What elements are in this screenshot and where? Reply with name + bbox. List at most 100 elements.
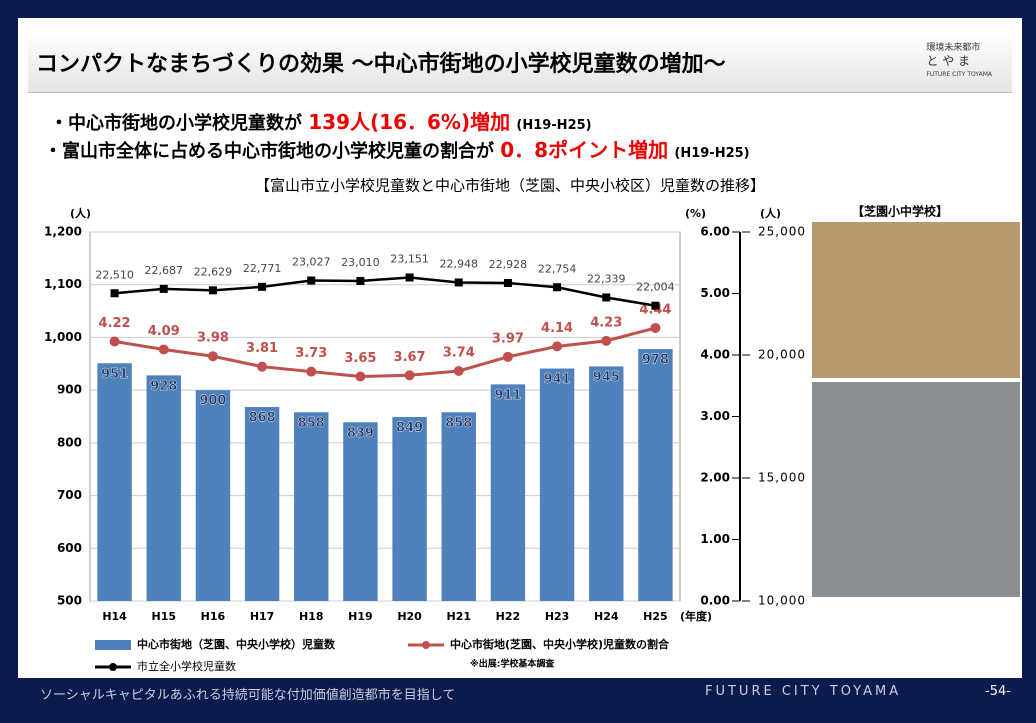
bar-label: 951 — [101, 367, 128, 382]
data-label: 3.74 — [443, 345, 475, 360]
bar — [441, 412, 476, 601]
marker — [356, 276, 365, 285]
x-tick-label: H17 — [250, 610, 275, 623]
marker — [404, 370, 415, 381]
y3-tick-label: 10,000 — [758, 594, 806, 608]
x-tick-label: H22 — [496, 610, 521, 623]
bar-label: 839 — [347, 426, 374, 441]
x-tick-label: H19 — [348, 610, 373, 623]
data-label: 4.22 — [99, 316, 131, 331]
bar-label: 858 — [445, 416, 472, 431]
marker — [208, 286, 217, 295]
y3-tick-label: 25,000 — [758, 225, 806, 239]
y-tick-label: 1,000 — [44, 330, 82, 344]
bar-label: 868 — [249, 411, 276, 426]
y-tick-label: 500 — [57, 594, 82, 608]
y3-unit: (人) — [760, 206, 781, 220]
photo — [812, 222, 1020, 378]
bar-label: 849 — [396, 421, 423, 436]
bar-label: 941 — [544, 372, 571, 387]
y-tick-label: 600 — [57, 541, 82, 555]
legend-label: 市立全小学校児童数 — [137, 659, 236, 673]
period: (H19-H25) — [674, 146, 750, 161]
x-tick-label: H16 — [201, 610, 226, 623]
bar — [97, 363, 132, 601]
chart: 【富山市立小学校児童数と中心市街地（芝園、中央小校区）児童数の推移】 【芝園小中… — [44, 177, 1020, 673]
data-label: 22,754 — [538, 262, 577, 275]
legend-marker — [422, 641, 430, 649]
data-label: 22,629 — [194, 265, 233, 278]
data-label: 22,339 — [587, 272, 626, 285]
bar — [638, 349, 673, 601]
marker — [553, 283, 562, 292]
y2-tick-label: 4.00 — [700, 348, 730, 362]
y-tick-label: 800 — [57, 435, 82, 449]
marker — [503, 278, 512, 287]
data-label: 4.14 — [541, 321, 573, 336]
bar-label: 911 — [494, 388, 521, 403]
x-tick-label: H25 — [643, 610, 668, 623]
bar — [195, 390, 231, 601]
bar — [392, 417, 427, 601]
line — [114, 276, 656, 307]
marker — [306, 366, 317, 377]
marker — [159, 284, 168, 293]
data-label: 22,687 — [145, 264, 184, 277]
marker — [355, 371, 366, 382]
logo: 環境未来都市 と や ま FUTURE CITY TOYAMA — [926, 42, 992, 81]
data-label: 22,004 — [636, 281, 675, 294]
data-label: 3.73 — [295, 346, 327, 361]
marker — [158, 344, 169, 355]
marker — [454, 278, 463, 287]
bar — [244, 407, 280, 601]
data-label: 3.97 — [492, 331, 524, 346]
data-label: 4.44 — [639, 302, 671, 317]
legend-label: 中心市街地(芝園、中央小学校)児童数の割合 — [450, 637, 670, 651]
photo-caption: 【芝園小中学校】 — [852, 204, 948, 219]
marker — [307, 276, 316, 285]
data-label: 3.67 — [394, 350, 426, 365]
logo-text: FUTURE CITY TOYAMA — [926, 71, 992, 78]
title-bar: コンパクトなまちづくりの効果 ～中心市街地の小学校児童数の増加～ 環境未来都市 … — [28, 32, 1012, 93]
x-tick-label: H14 — [102, 610, 127, 623]
marker — [502, 351, 513, 362]
data-label: 23,010 — [341, 256, 380, 269]
line — [114, 326, 656, 379]
highlight: 0．8ポイント増加 — [500, 138, 669, 162]
highlight: 139人(16．6%)増加 — [308, 110, 511, 134]
data-label: 23,027 — [292, 256, 331, 269]
y2-tick-label: 2.00 — [700, 471, 730, 485]
marker — [552, 341, 563, 352]
data-label: 3.65 — [344, 351, 376, 366]
footer: ソーシャルキャピタルあふれる持続可能な付加価値創造都市を目指して FUTURE … — [0, 678, 1036, 708]
y-tick-label: 1,100 — [44, 277, 82, 291]
marker — [207, 351, 218, 362]
marker — [453, 365, 464, 376]
data-label: 3.81 — [246, 341, 278, 356]
bullet: ・中心市街地の小学校児童数が 139人(16．6%)増加 (H19-H25) — [50, 106, 592, 135]
bar — [343, 422, 378, 601]
footer-text: ソーシャルキャピタルあふれる持続可能な付加価値創造都市を目指して — [40, 688, 456, 703]
data-label: 3.98 — [197, 331, 229, 346]
x-tick-label: H15 — [151, 610, 176, 623]
marker — [650, 322, 661, 333]
data-label: 4.09 — [148, 324, 180, 339]
bar — [589, 366, 624, 601]
logo-text: と や ま — [926, 54, 971, 68]
bar-label: 928 — [150, 379, 177, 394]
bar — [294, 412, 329, 601]
marker — [651, 301, 660, 310]
marker — [405, 273, 414, 282]
y3-tick-label: 15,000 — [758, 471, 806, 485]
note: ※出展:学校基本調査 — [470, 658, 555, 670]
y2-tick-label: 6.00 — [700, 225, 730, 239]
slide-title: コンパクトなまちづくりの効果 ～中心市街地の小学校児童数の増加～ — [36, 52, 726, 77]
data-label: 22,928 — [489, 258, 528, 271]
y3-tick-label: 20,000 — [758, 348, 806, 362]
y2-tick-label: 5.00 — [700, 286, 730, 300]
y-tick-label: 900 — [57, 383, 82, 397]
bar — [490, 384, 526, 601]
legend-marker — [109, 663, 117, 671]
bar-label: 858 — [298, 416, 325, 431]
